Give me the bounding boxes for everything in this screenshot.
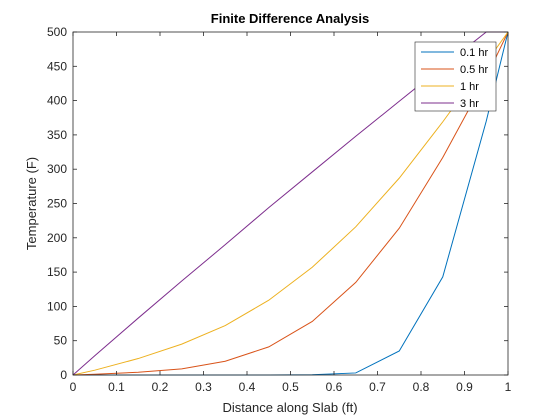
x-tick-label: 0 [70,380,77,394]
y-tick-label: 150 [47,265,67,279]
x-tick-label: 1 [505,380,512,394]
legend-label-0: 0.1 hr [460,47,488,59]
x-axis: 0 0.1 0.2 0.3 0.4 0.5 0.6 0.7 0.8 0.9 1 [70,32,512,394]
y-tick-label: 350 [47,128,67,142]
legend-label-2: 1 hr [460,81,479,93]
series-line-2 [72,31,509,376]
x-tick-label: 0.4 [239,380,256,394]
legend-label-3: 3 hr [460,98,479,110]
y-tick-label: 250 [47,197,67,211]
x-tick-label: 0.6 [326,380,343,394]
chart-title: Finite Difference Analysis [211,11,369,26]
legend-box [414,41,497,112]
y-tick-label: 100 [47,299,67,313]
y-tick-label: 500 [47,25,67,39]
x-axis-label: Distance along Slab (ft) [222,400,357,415]
series-line-1 [72,31,509,376]
y-tick-label: 300 [47,162,67,176]
y-tick-label: 400 [47,94,67,108]
y-tick-label: 0 [60,368,67,382]
y-axis: 0 50 100 150 200 250 300 350 400 450 500 [47,25,508,382]
y-tick-label: 200 [47,231,67,245]
x-tick-label: 0.8 [413,380,430,394]
legend: 0.1 hr 0.5 hr 1 hr 3 hr [414,41,497,112]
x-tick-label: 0.1 [108,380,125,394]
y-tick-label: 450 [47,59,67,73]
x-tick-label: 0.9 [456,380,473,394]
legend-label-1: 0.5 hr [460,64,488,76]
x-tick-label: 0.7 [369,380,386,394]
y-axis-label: Temperature (F) [24,157,39,250]
y-tick-label: 50 [54,334,68,348]
x-tick-label: 0.5 [282,380,299,394]
x-tick-label: 0.2 [152,380,169,394]
x-tick-label: 0.3 [195,380,212,394]
